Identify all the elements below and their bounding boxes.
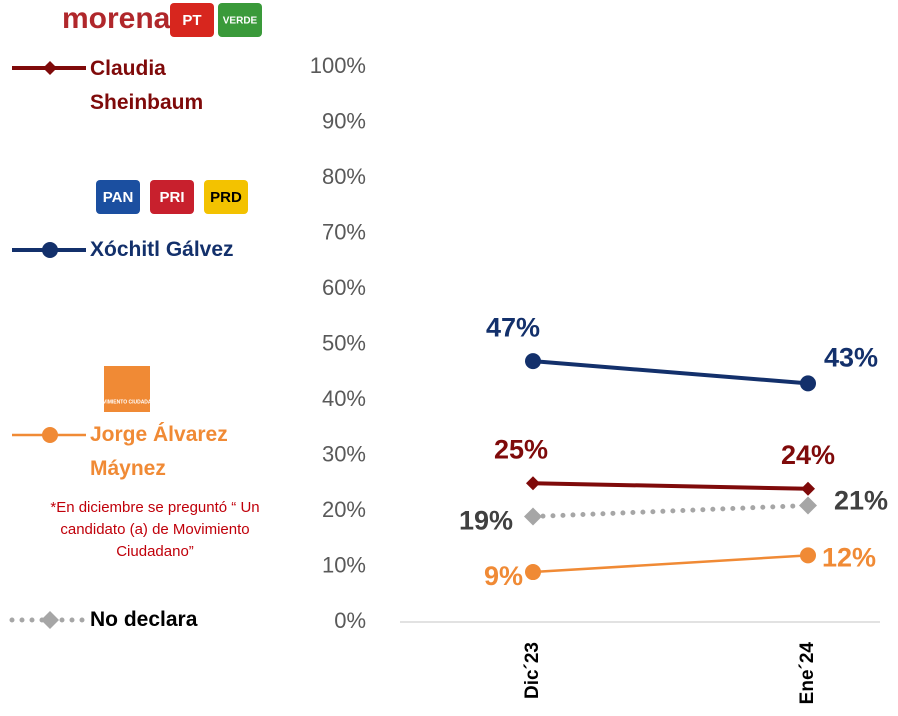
data-label: 24% xyxy=(781,440,835,470)
y-tick-label: 40% xyxy=(322,386,366,411)
logo-text: PRI xyxy=(159,189,184,206)
data-label: 25% xyxy=(494,434,548,464)
logo xyxy=(150,180,194,214)
annotation: *En diciembre se preguntó “ Un candidato… xyxy=(50,499,260,560)
data-point xyxy=(526,476,540,491)
data-label: 43% xyxy=(824,342,878,372)
y-tick-label: 0% xyxy=(334,608,366,633)
y-tick-label: 30% xyxy=(322,441,366,466)
logo xyxy=(218,3,262,37)
data-point xyxy=(800,375,816,392)
logo xyxy=(170,3,214,37)
series-line xyxy=(532,554,809,574)
y-tick-label: 90% xyxy=(322,108,366,133)
legend-label: No declara xyxy=(90,608,198,631)
x-tick-label: Dic´23 xyxy=(522,642,543,699)
legend-label: Jorge Álvarez Máynez xyxy=(90,423,228,480)
y-tick-label: 10% xyxy=(322,552,366,577)
series-line xyxy=(530,502,811,520)
data-label: 21% xyxy=(834,486,888,516)
logo xyxy=(104,366,150,412)
data-label: 47% xyxy=(486,312,540,342)
series-line xyxy=(532,359,809,386)
data-point xyxy=(800,547,816,564)
logo-text: PRD xyxy=(210,189,242,206)
logo xyxy=(204,180,248,214)
data-point xyxy=(525,353,541,370)
data-point xyxy=(525,564,541,581)
y-tick-label: 70% xyxy=(322,219,366,244)
y-tick-label: 80% xyxy=(322,164,366,189)
legend-marker xyxy=(41,611,59,629)
logo-text: PAN xyxy=(103,189,134,206)
logo-text: PT xyxy=(182,12,201,29)
y-tick-label: 50% xyxy=(322,330,366,355)
x-tick-label: Ene´24 xyxy=(797,642,818,705)
data-point xyxy=(799,496,817,515)
legend-marker xyxy=(42,427,58,443)
logo-text: VERDE xyxy=(223,16,258,27)
data-point xyxy=(524,507,542,526)
legend-label: Xóchitl Gálvez xyxy=(90,238,234,261)
logo-text: morena xyxy=(62,2,171,35)
data-point xyxy=(801,481,815,496)
data-label: 19% xyxy=(459,506,513,536)
logo-text: MOVIMIENTO CIUDADANO xyxy=(95,399,159,405)
logo xyxy=(96,180,140,214)
data-label: 9% xyxy=(484,561,523,591)
series-line xyxy=(532,481,809,491)
legend-marker xyxy=(42,242,58,258)
data-label: 12% xyxy=(822,543,876,573)
y-tick-label: 60% xyxy=(322,275,366,300)
legend-label: Claudia Sheinbaum xyxy=(90,57,204,114)
legend-marker xyxy=(43,61,57,75)
y-tick-label: 20% xyxy=(322,497,366,522)
y-tick-label: 100% xyxy=(310,53,366,78)
